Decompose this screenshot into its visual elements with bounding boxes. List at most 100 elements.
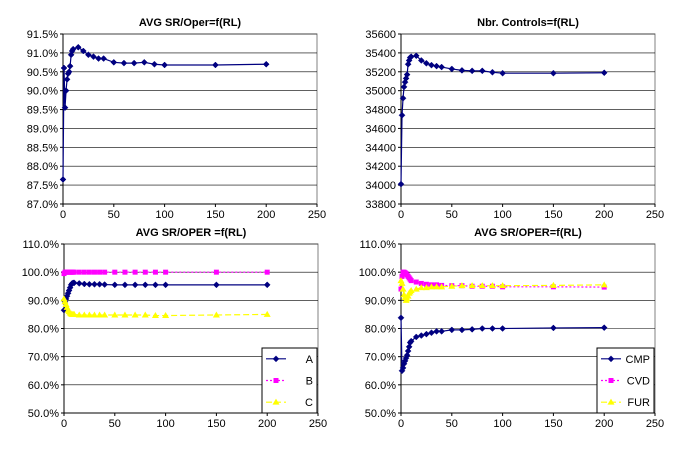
legend-label: FUR [627, 397, 650, 409]
data-point [417, 284, 425, 291]
data-point [142, 269, 148, 275]
data-point [140, 58, 148, 66]
data-point [263, 281, 271, 289]
x-tick-label: 150 [544, 209, 562, 221]
series-0 [397, 52, 608, 188]
chart-title: AVG SR/OPER =f(RL) [136, 227, 247, 239]
data-point [141, 311, 149, 318]
y-tick-label: 50.0% [365, 408, 396, 420]
data-point [90, 53, 97, 61]
plot-area [400, 33, 656, 205]
series-fur [397, 277, 608, 303]
data-point [102, 269, 108, 275]
data-point [66, 62, 74, 70]
data-point [59, 176, 67, 183]
chart-title: AVG SR/Oper=f(RL) [139, 17, 242, 29]
data-point [423, 330, 430, 338]
data-point [70, 310, 78, 317]
data-point [71, 269, 77, 275]
series-cmp [397, 314, 608, 375]
data-point [151, 60, 158, 68]
chart-svg: Nbr. Controls=f(RL) 33800 34000 34200 34400 3… [365, 17, 664, 221]
data-point [65, 68, 73, 76]
y-tick-label: 110.0% [23, 239, 60, 251]
x-tick-label: 50 [446, 418, 458, 430]
data-point [91, 269, 97, 275]
data-point [264, 269, 270, 275]
data-point [489, 68, 496, 76]
x-tick-label: 100 [156, 418, 174, 430]
y-tick-label: 110.0% [360, 239, 397, 251]
x-tick-label: 250 [308, 209, 326, 221]
data-point [468, 282, 476, 289]
legend: ABC [261, 347, 318, 414]
data-point [63, 75, 71, 83]
y-tick-label: 100.0% [22, 267, 60, 279]
data-point [438, 63, 445, 71]
data-point [400, 83, 408, 91]
data-point [91, 280, 98, 288]
data-point [212, 311, 220, 318]
x-tick-label: 250 [646, 209, 664, 221]
data-point [79, 47, 87, 55]
data-point [412, 52, 420, 60]
data-point [403, 71, 411, 78]
data-point [62, 87, 70, 95]
data-point [398, 111, 406, 119]
y-tick-label: 35000 [365, 86, 396, 98]
data-point [399, 273, 405, 279]
x-tick-label: 200 [258, 418, 276, 430]
data-point [408, 278, 414, 284]
data-point [433, 327, 440, 335]
legend-marker [273, 378, 279, 383]
data-point [90, 311, 98, 318]
data-point [120, 59, 128, 67]
x-tick-label: 200 [595, 418, 613, 430]
data-point [412, 333, 420, 341]
data-point [162, 281, 169, 289]
data-point [131, 311, 139, 318]
legend-marker [607, 355, 615, 363]
chart-svg: AVG SR/OPER =f(RL) 50.0% 60.0% 70.0% 80.0% 90… [22, 227, 327, 430]
data-point [81, 269, 87, 275]
data-point [413, 279, 419, 285]
x-tick-label: 150 [207, 418, 225, 430]
data-point [96, 280, 103, 288]
data-point [131, 281, 139, 289]
x-tick-label: 50 [109, 418, 121, 430]
y-tick-label: 60.0% [28, 380, 59, 392]
x-tick-label: 50 [446, 209, 458, 221]
y-tick-label: 100.0% [359, 267, 397, 279]
data-point [263, 310, 271, 317]
chart-title: Nbr. Controls=f(RL) [477, 17, 579, 29]
data-point [76, 269, 82, 275]
legend-label: A [306, 354, 314, 366]
x-tick-label: 0 [398, 209, 404, 221]
chart-panel-controls-top-right: Nbr. Controls=f(RL) 33800 34000 34200 34400 3… [337, 0, 674, 223]
data-point [262, 60, 270, 68]
legend-marker [607, 398, 615, 405]
data-point [112, 269, 118, 275]
data-point [122, 269, 128, 275]
y-tick-label: 89.5% [27, 105, 58, 117]
y-tick-label: 34000 [365, 180, 396, 192]
data-point [74, 43, 82, 51]
data-point [458, 67, 466, 74]
y-tick-label: 34200 [365, 161, 396, 173]
data-point [428, 329, 435, 337]
data-point [399, 94, 407, 102]
data-point [417, 332, 425, 339]
data-point [423, 59, 430, 67]
y-tick-label: 87.5% [27, 180, 58, 192]
y-tick-label: 90.5% [27, 67, 58, 79]
data-point [438, 283, 446, 290]
x-tick-label: 50 [108, 209, 120, 221]
data-point [80, 311, 88, 318]
x-tick-label: 150 [206, 209, 224, 221]
data-point [85, 311, 93, 318]
data-point [468, 67, 476, 75]
series-0 [59, 43, 270, 183]
data-point [75, 280, 83, 287]
y-tick-label: 91.5% [27, 29, 58, 41]
y-tick-label: 90.0% [365, 295, 396, 307]
